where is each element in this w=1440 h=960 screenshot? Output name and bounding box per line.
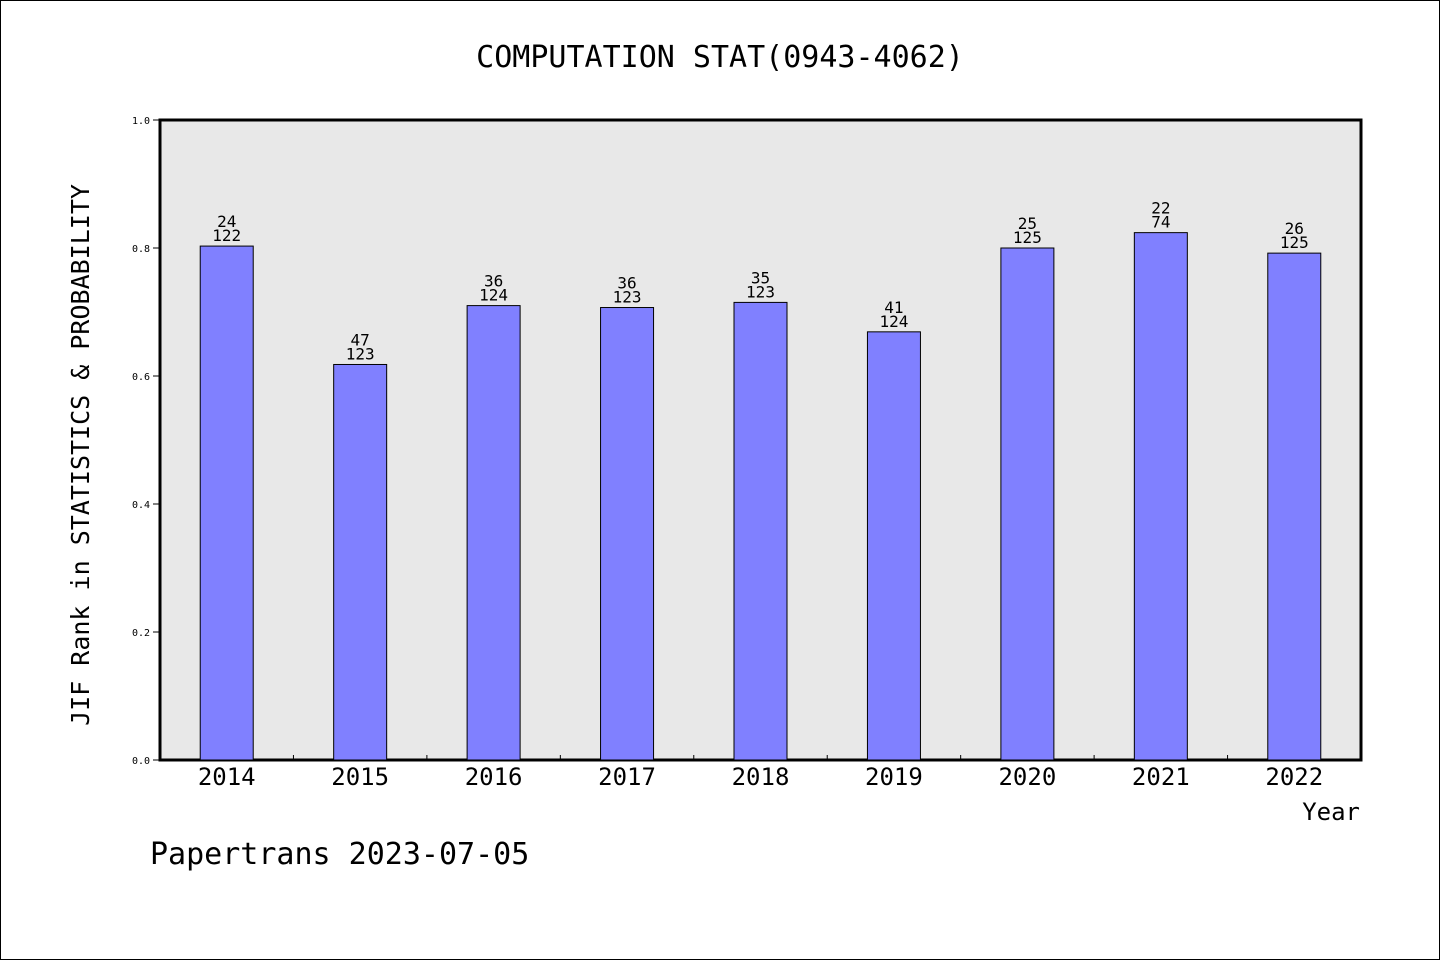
total-label: 123 [613, 288, 642, 307]
bar-2018 [733, 301, 788, 761]
x-tick-label: 2016 [465, 763, 523, 791]
bar-2020 [1000, 247, 1055, 761]
y-tick-label: 0.8 [132, 244, 150, 255]
y-tick-label: 0.2 [132, 628, 150, 639]
rank-label: 35 [751, 268, 770, 287]
total-label: 124 [479, 286, 508, 305]
y-tick-label: 1.0 [132, 116, 150, 127]
total-label: 125 [1013, 228, 1042, 247]
bar-2022 [1267, 252, 1322, 761]
x-tick-label: 2018 [732, 763, 790, 791]
rank-label: 41 [884, 298, 903, 317]
bar-2015 [333, 363, 388, 761]
footer-credit: Papertrans 2023-07-05 [150, 837, 529, 872]
bar-2017 [600, 307, 655, 761]
x-axis: 2014 2015 2016 2017 2018 2019 2020 2021 2022 [198, 755, 1323, 791]
x-tick-label: 2022 [1265, 763, 1323, 791]
bar-2016 [466, 305, 521, 761]
rank-label: 24 [217, 212, 236, 231]
x-tick-label: 2014 [198, 763, 256, 791]
y-axis: 0.0 0.2 0.4 0.6 0.8 1.0 [132, 116, 160, 767]
x-tick-label: 2021 [1132, 763, 1190, 791]
rank-label: 36 [484, 272, 503, 291]
x-tick-label: 2019 [865, 763, 923, 791]
chart-title: COMPUTATION STAT(0943-4062) [476, 40, 964, 75]
bar-2014 [199, 245, 254, 761]
rank-label: 47 [351, 330, 370, 349]
rank-label: 22 [1151, 199, 1170, 218]
x-axis-label: Year [1302, 798, 1360, 826]
x-tick-label: 2020 [998, 763, 1056, 791]
total-label: 123 [346, 344, 375, 363]
total-label: 124 [879, 312, 908, 331]
bar-2019 [866, 331, 921, 761]
y-tick-label: 0.4 [132, 500, 150, 511]
total-label: 123 [746, 282, 775, 301]
bars-group [199, 232, 1322, 761]
total-label: 125 [1280, 233, 1309, 252]
rank-label: 36 [617, 274, 636, 293]
x-tick-label: 2017 [598, 763, 656, 791]
rank-label: 26 [1285, 219, 1304, 238]
total-label: 122 [212, 226, 241, 245]
y-tick-label: 0.6 [132, 372, 150, 383]
x-tick-label: 2015 [331, 763, 389, 791]
total-label: 74 [1151, 213, 1170, 232]
bar-2021 [1133, 232, 1188, 761]
y-axis-label: JIF Rank in STATISTICS & PROBABILITY [66, 184, 95, 726]
rank-label: 25 [1018, 214, 1037, 233]
y-tick-label: 0.0 [132, 756, 150, 767]
